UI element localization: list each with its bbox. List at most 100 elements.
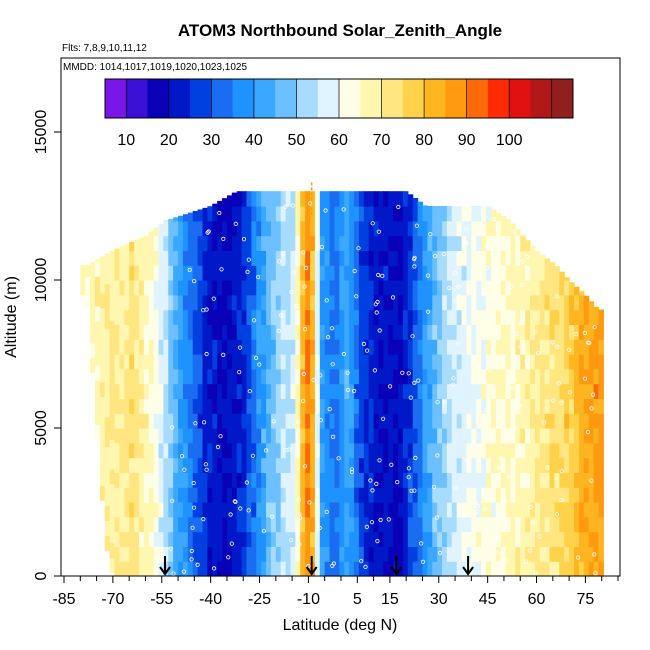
heat-cell (143, 398, 150, 414)
heat-cell (559, 368, 565, 385)
heat-cell (588, 339, 595, 355)
heat-cell (461, 472, 468, 488)
sample-point (451, 382, 456, 387)
heat-cell (182, 294, 189, 311)
heat-cell (138, 339, 145, 355)
heat-cell (456, 546, 463, 562)
heat-cell (324, 265, 331, 281)
heat-cell (520, 265, 526, 281)
heat-cell (290, 354, 296, 370)
heat-cell (549, 309, 556, 325)
heat-cell (490, 531, 497, 547)
heat-cell (138, 531, 145, 547)
heat-cell (124, 546, 130, 562)
heat-cell (251, 561, 257, 577)
heat-cell (231, 428, 238, 444)
heat-cell (295, 516, 301, 533)
heat-cell (153, 546, 160, 562)
heat-cell (510, 294, 516, 311)
heat-cell (378, 516, 384, 533)
heat-cell (368, 457, 375, 473)
heat-cell (192, 516, 199, 533)
heat-cell (300, 220, 306, 237)
heat-cell (207, 487, 213, 503)
heat-cell (442, 220, 448, 237)
heat-cell (261, 516, 267, 533)
heat-cell (398, 294, 404, 311)
sample-point (566, 347, 572, 352)
heat-cell (505, 413, 512, 429)
heat-cell (231, 487, 238, 503)
heat-cell (334, 368, 340, 385)
heat-cell (246, 354, 252, 370)
heat-cell (241, 531, 248, 547)
sample-point (330, 434, 336, 439)
sample-point (554, 294, 560, 299)
heat-cell (354, 531, 360, 547)
heat-cell (349, 487, 355, 503)
sample-point (247, 389, 252, 394)
heat-cell (314, 502, 321, 518)
sample-point (490, 539, 495, 544)
heat-cell (490, 457, 497, 473)
colorbar-swatch (424, 79, 446, 118)
sample-point (517, 403, 522, 408)
heat-cell (295, 413, 301, 429)
heat-cell (412, 197, 419, 207)
heat-cell (481, 561, 487, 577)
heat-cell (90, 313, 96, 329)
heat-cell (290, 368, 296, 385)
heat-cell (486, 339, 492, 355)
sample-point (377, 458, 382, 463)
heat-cell (295, 265, 301, 281)
heat-cell (358, 265, 365, 281)
heat-cell (217, 442, 223, 459)
heat-cell (280, 398, 287, 414)
heat-cell (212, 428, 218, 444)
heat-cell (143, 472, 150, 488)
heat-cell (148, 280, 155, 296)
heat-cell (437, 235, 443, 251)
heat-cell (295, 294, 301, 311)
heat-cell (520, 354, 526, 370)
heat-cell (456, 472, 463, 488)
heat-cell (256, 428, 262, 444)
heat-cell (354, 324, 360, 340)
heat-cell (442, 516, 448, 533)
heat-cell (266, 280, 272, 296)
heat-cell (466, 561, 472, 577)
heat-cell (138, 368, 145, 385)
heat-cell (129, 516, 135, 533)
heat-cell (515, 487, 521, 503)
heat-cell (402, 339, 409, 355)
sample-point (554, 344, 560, 349)
sample-point (284, 448, 289, 453)
heat-cell (329, 531, 336, 547)
heat-cell (515, 472, 521, 488)
heat-cell (285, 383, 292, 399)
heat-cell (187, 383, 194, 399)
sample-point (233, 499, 238, 504)
sample-point (514, 397, 519, 402)
heat-cell (241, 280, 248, 296)
heat-cell (314, 546, 321, 562)
heat-cell (481, 206, 487, 222)
heat-cell (207, 442, 213, 459)
heat-cell (442, 294, 448, 311)
heat-cell (168, 265, 174, 281)
heat-cell (168, 516, 174, 533)
colorbar-swatch (126, 79, 149, 118)
heat-cell (412, 354, 419, 370)
heat-cell (261, 206, 267, 222)
heat-cell (99, 263, 106, 279)
heat-cell (525, 383, 531, 399)
heat-cell (270, 294, 277, 311)
heat-cell (598, 531, 604, 547)
heat-cell (407, 428, 414, 444)
heat-cell (241, 220, 248, 237)
colorbar-swatch (466, 79, 489, 118)
heat-cell (412, 546, 419, 562)
heat-cell (319, 546, 326, 562)
heat-cell (334, 294, 340, 311)
